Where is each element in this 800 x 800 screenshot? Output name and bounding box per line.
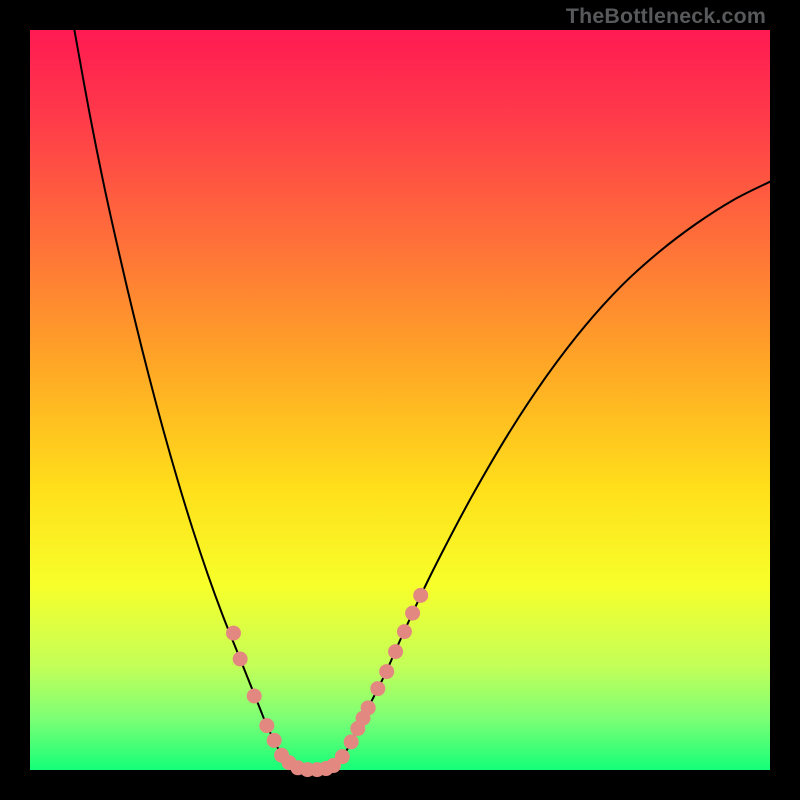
curve-marker	[388, 644, 403, 659]
curve-layer	[30, 30, 770, 770]
curve-marker	[247, 689, 262, 704]
curve-marker	[226, 626, 241, 641]
curve-marker	[344, 734, 359, 749]
curve-marker	[361, 700, 376, 715]
curve-marker	[267, 733, 282, 748]
curve-marker	[335, 749, 350, 764]
watermark-text: TheBottleneck.com	[566, 4, 766, 29]
curve-marker	[397, 624, 412, 639]
curve-marker	[405, 606, 420, 621]
curve-marker	[413, 588, 428, 603]
plot-area	[30, 30, 770, 770]
curve-marker	[259, 718, 274, 733]
curve-marker	[233, 652, 248, 667]
curve-marker	[370, 681, 385, 696]
bottleneck-curve-left	[74, 30, 311, 770]
chart-frame: TheBottleneck.com	[0, 0, 800, 800]
curve-marker	[379, 664, 394, 679]
curve-markers	[226, 588, 428, 777]
